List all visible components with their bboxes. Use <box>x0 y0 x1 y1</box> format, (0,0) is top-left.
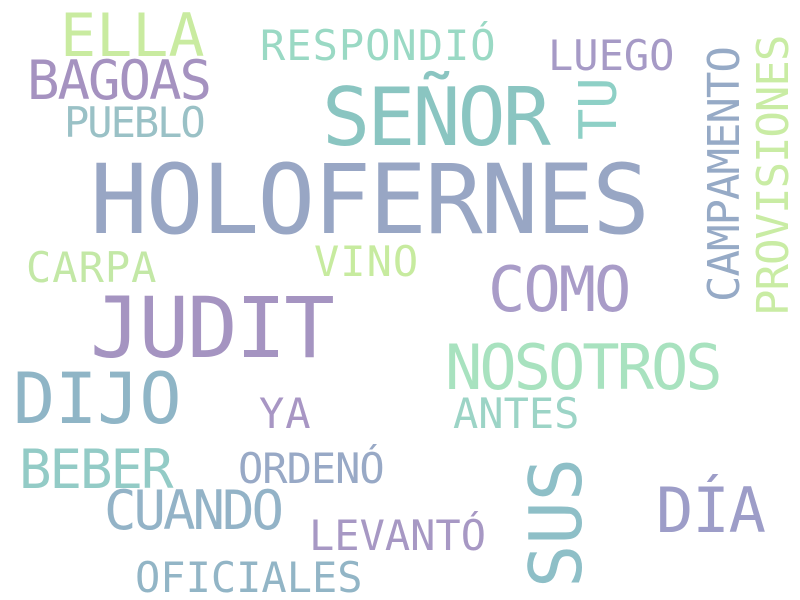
word-sus: SUS <box>514 457 598 588</box>
word-tu: TU <box>569 77 629 140</box>
word-nosotros: NOSOTROS <box>445 331 723 404</box>
word-vino: VINO <box>314 237 420 286</box>
word-holofernes: HOLOFERNES <box>90 144 650 256</box>
word-carpa: CARPA <box>26 243 158 292</box>
word-antes: ANTES <box>453 389 580 438</box>
word-senor: SEÑOR <box>322 71 551 164</box>
word-provisiones: PROVISIONES <box>748 35 799 316</box>
word-campamento: CAMPAMENTO <box>699 47 750 302</box>
word-bagoas: BAGOAS <box>27 49 212 112</box>
word-judit: JUDIT <box>90 279 335 377</box>
word-ella: ELLA <box>60 1 205 71</box>
word-dijo: DIJO <box>13 358 182 440</box>
word-levanto: LEVANTÓ <box>309 511 487 560</box>
word-oficiales: OFICIALES <box>135 553 363 600</box>
word-beber: BEBER <box>19 438 174 501</box>
word-cuando: CUANDO <box>104 479 284 542</box>
word-pueblo: PUEBLO <box>64 98 206 147</box>
word-como: COMO <box>488 253 631 326</box>
word-ordeno: ORDENÓ <box>238 444 385 493</box>
word-ya: YA <box>259 389 312 438</box>
word-dia: DÍA <box>656 474 766 547</box>
word-luego: LUEGO <box>548 31 675 80</box>
word-respondio: RESPONDIÓ <box>260 21 497 70</box>
